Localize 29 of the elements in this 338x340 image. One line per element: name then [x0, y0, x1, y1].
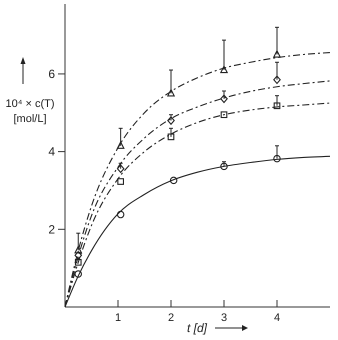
- point: [167, 116, 175, 125]
- x-tick-label: 3: [220, 312, 228, 324]
- point: [220, 94, 228, 104]
- point: [117, 178, 124, 185]
- point: [273, 76, 281, 84]
- y-axis-title: 10⁴ × c(T) [mol/L]: [5, 98, 55, 125]
- point: [170, 176, 178, 184]
- x-tick-label: 4: [274, 312, 280, 324]
- x-tick-label: 1: [114, 312, 122, 324]
- point: [74, 251, 82, 260]
- point: [273, 154, 281, 162]
- point: [220, 66, 228, 74]
- y-tick-label: 2: [48, 222, 56, 236]
- point: [220, 162, 228, 170]
- point: [116, 210, 124, 218]
- y-tick-label: 6: [48, 66, 56, 81]
- y-tick-label: 4: [48, 144, 56, 159]
- point: [274, 102, 280, 110]
- point: [74, 270, 82, 278]
- point: [220, 111, 228, 118]
- x-tick-label: 2: [168, 312, 174, 324]
- point: [273, 50, 281, 58]
- point: [167, 88, 175, 96]
- point: [116, 141, 124, 149]
- point: [74, 246, 82, 254]
- point: [116, 164, 124, 173]
- x-axis-title: t [d]: [186, 321, 208, 335]
- point: [168, 134, 174, 140]
- point: [74, 258, 82, 266]
